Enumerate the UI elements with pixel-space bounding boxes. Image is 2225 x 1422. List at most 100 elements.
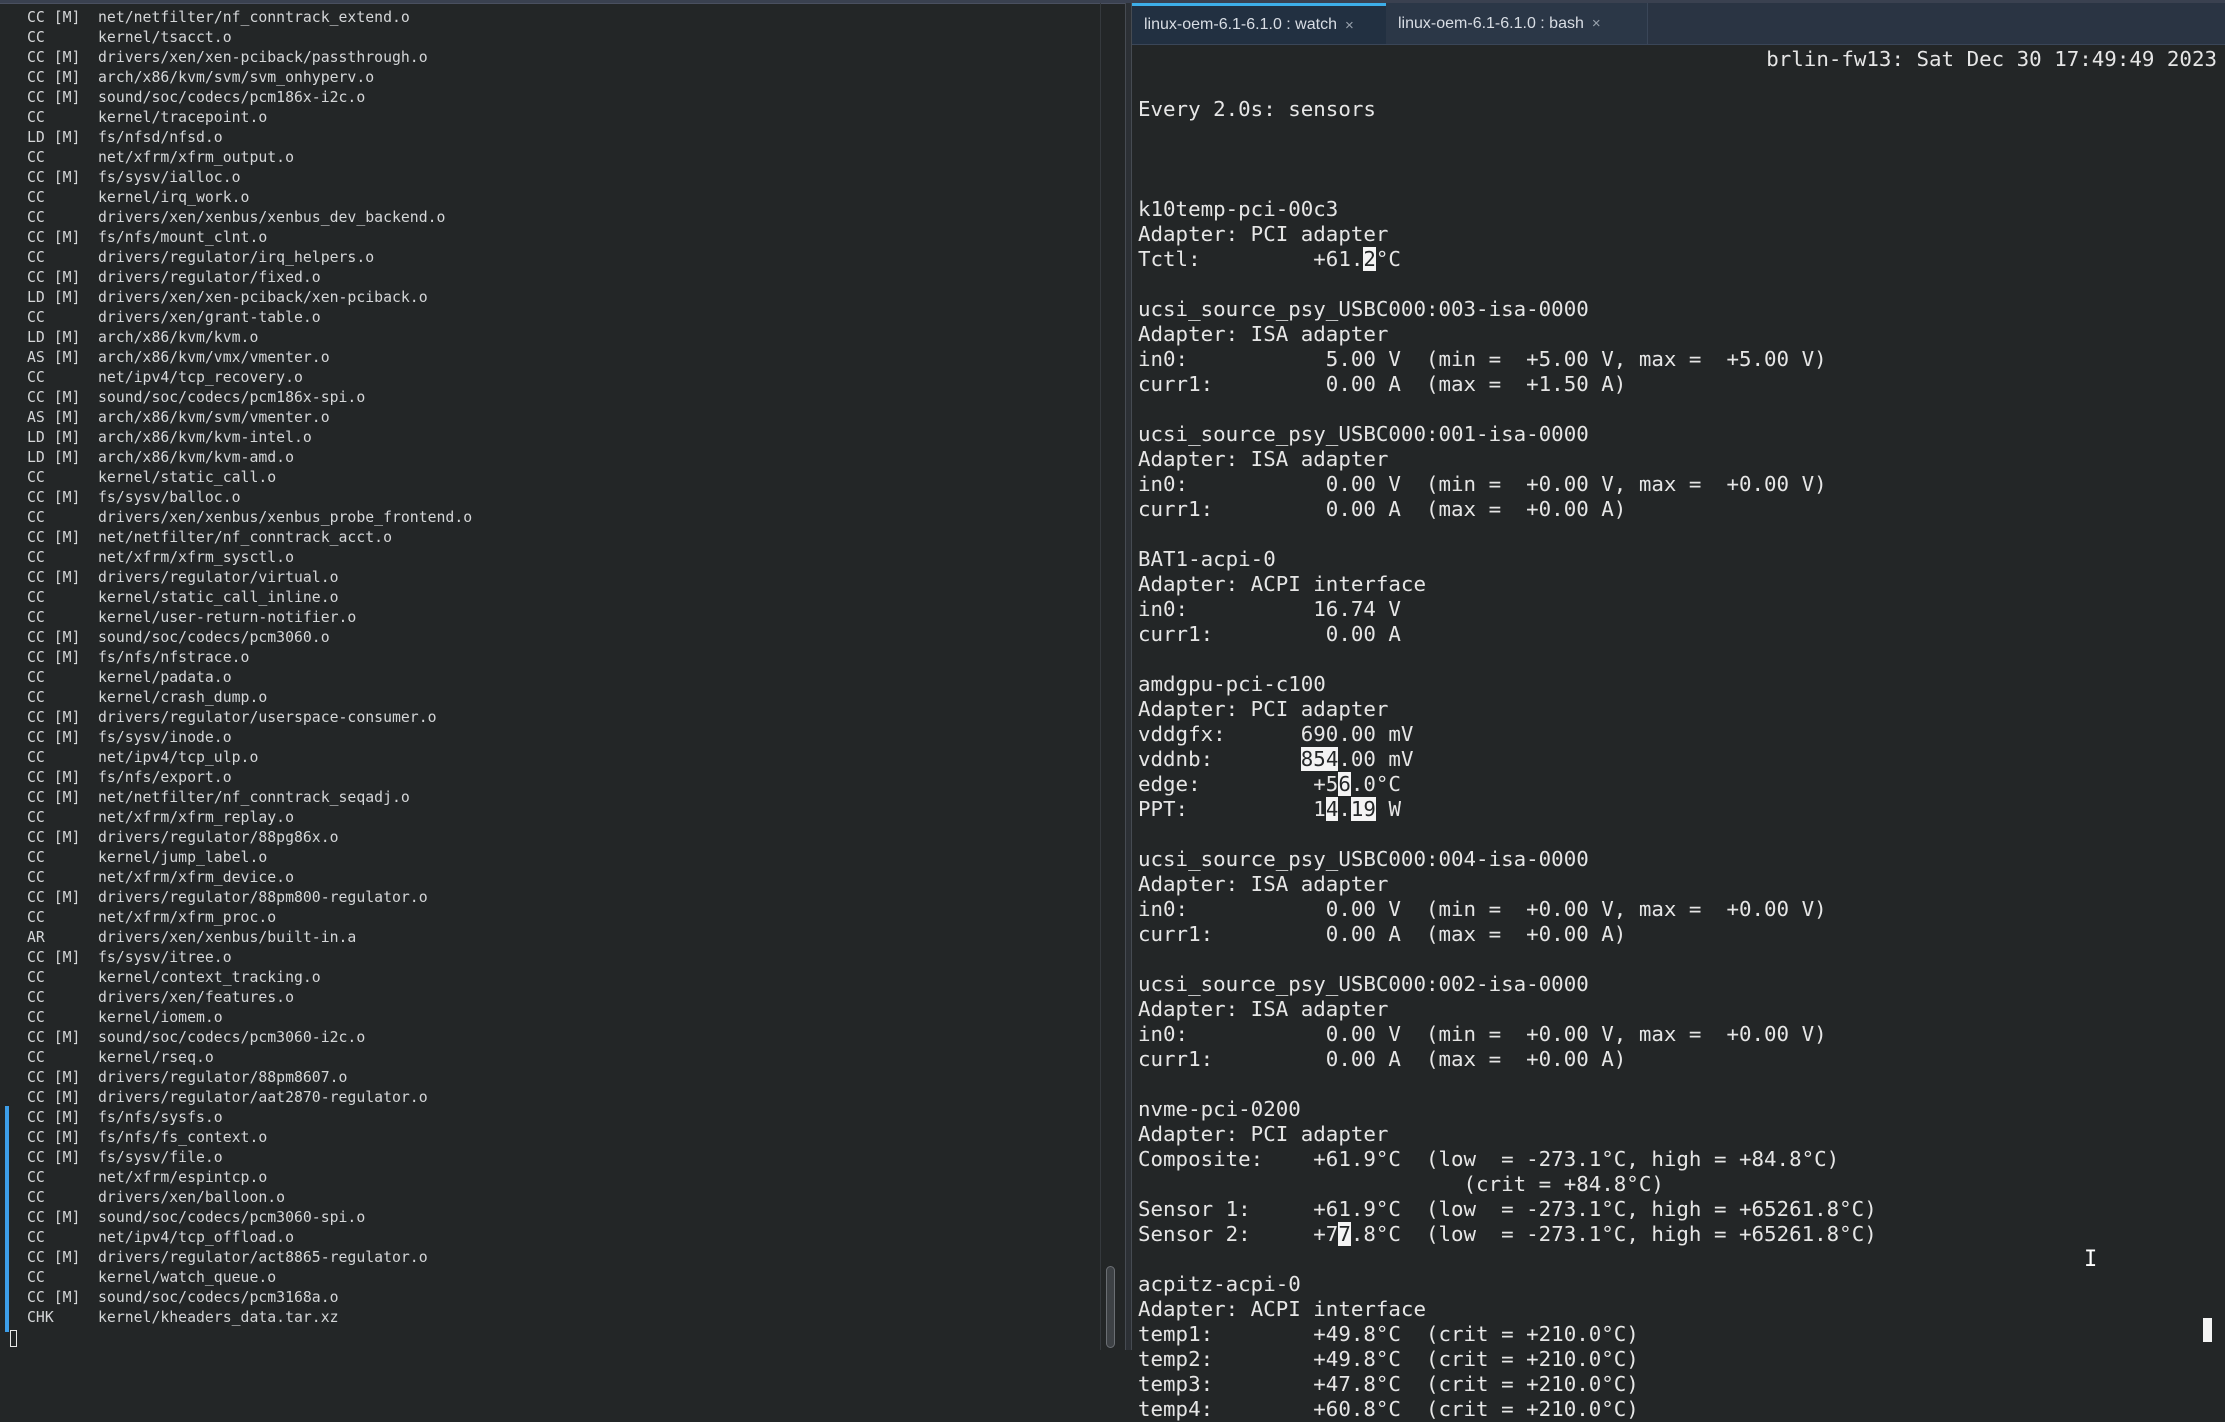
build-path: drivers/xen/xenbus/built-in.a — [98, 929, 357, 946]
build-action: CC — [27, 609, 45, 626]
build-action: CC [M] — [27, 649, 81, 666]
build-path: kernel/watch_queue.o — [98, 1269, 277, 1286]
build-line: CC [M] sound/soc/codecs/pcm186x-i2c.o — [27, 88, 472, 108]
build-action: CC — [27, 1169, 45, 1186]
sensor-line — [1138, 172, 1877, 197]
build-line: LD [M] arch/x86/kvm/kvm-amd.o — [27, 448, 472, 468]
build-action: CC — [27, 509, 45, 526]
build-line: CC net/xfrm/xfrm_proc.o — [27, 908, 472, 928]
build-line: LD [M] arch/x86/kvm/kvm-intel.o — [27, 428, 472, 448]
sensor-line: Adapter: PCI adapter — [1138, 1122, 1877, 1147]
build-action: CC — [27, 849, 45, 866]
build-path: kernel/tracepoint.o — [98, 109, 268, 126]
build-line: CC [M] drivers/regulator/fixed.o — [27, 268, 472, 288]
sensor-text: vddgfx: 690.00 mV — [1138, 722, 1414, 746]
build-path: net/xfrm/xfrm_replay.o — [98, 809, 294, 826]
sensor-line: Adapter: PCI adapter — [1138, 697, 1877, 722]
sensor-line — [1138, 522, 1877, 547]
sensor-text: in0: 0.00 V (min = +0.00 V, max = +0.00 … — [1138, 897, 1827, 921]
close-icon[interactable]: × — [1344, 16, 1354, 34]
build-path: arch/x86/kvm/kvm.o — [98, 329, 259, 346]
build-line: CC net/xfrm/xfrm_sysctl.o — [27, 548, 472, 568]
sensor-line: curr1: 0.00 A (max = +0.00 A) — [1138, 497, 1877, 522]
build-path: sound/soc/codecs/pcm3060-spi.o — [98, 1209, 366, 1226]
build-line: CC [M] sound/soc/codecs/pcm3168a.o — [27, 1288, 472, 1308]
build-action: CC — [27, 209, 45, 226]
build-action: CC — [27, 1229, 45, 1246]
build-path: drivers/xen/xen-pciback/xen-pciback.o — [98, 289, 428, 306]
terminal-cursor — [2203, 1318, 2212, 1342]
build-path: kernel/padata.o — [98, 669, 232, 686]
build-path: net/netfilter/nf_conntrack_seqadj.o — [98, 789, 410, 806]
sensor-line: edge: +56.0°C — [1138, 772, 1877, 797]
sensor-line: Adapter: ISA adapter — [1138, 447, 1877, 472]
sensor-text: edge: +5 — [1138, 772, 1339, 796]
right-terminal-pane[interactable]: linux-oem-6.1-6.1.0 : watch × linux-oem-… — [1132, 3, 2225, 1421]
sensor-line: PPT: 14.19 W — [1138, 797, 1877, 822]
build-line: CC kernel/static_call_inline.o — [27, 588, 472, 608]
left-scrollbar[interactable] — [1100, 3, 1125, 1350]
pane-splitter[interactable] — [1125, 3, 1132, 1350]
changed-value-highlight: 4 — [1325, 797, 1339, 821]
build-line: CC kernel/context_tracking.o — [27, 968, 472, 988]
sensor-text: curr1: 0.00 A (max = +1.50 A) — [1138, 372, 1627, 396]
build-path: fs/sysv/itree.o — [98, 949, 232, 966]
sensor-text: ucsi_source_psy_USBC000:003-isa-0000 — [1138, 297, 1589, 321]
build-action: CC — [27, 309, 45, 326]
build-path: kernel/static_call.o — [98, 469, 277, 486]
left-scrollbar-thumb[interactable] — [1106, 1266, 1115, 1348]
sensor-text: temp1: +49.8°C (crit = +210.0°C) — [1138, 1322, 1639, 1346]
sensor-line: curr1: 0.00 A — [1138, 622, 1877, 647]
build-path: sound/soc/codecs/pcm186x-i2c.o — [98, 89, 366, 106]
tab-watch[interactable]: linux-oem-6.1-6.1.0 : watch × — [1132, 3, 1386, 44]
build-path: kernel/user-return-notifier.o — [98, 609, 357, 626]
build-line: CC kernel/rseq.o — [27, 1048, 472, 1068]
sensor-line: amdgpu-pci-c100 — [1138, 672, 1877, 697]
build-action: CC — [27, 1009, 45, 1026]
build-path: kernel/crash_dump.o — [98, 689, 268, 706]
build-action: LD [M] — [27, 429, 81, 446]
sensor-line: Adapter: PCI adapter — [1138, 222, 1877, 247]
sensor-text: in0: 0.00 V (min = +0.00 V, max = +0.00 … — [1138, 472, 1827, 496]
build-path: sound/soc/codecs/pcm3060.o — [98, 629, 330, 646]
build-path: fs/nfs/export.o — [98, 769, 232, 786]
watch-host-timestamp: brlin-fw13: Sat Dec 30 17:49:49 2023 — [1766, 47, 2217, 71]
build-output: CC [M] net/netfilter/nf_conntrack_extend.… — [27, 8, 472, 1328]
build-action: CC [M] — [27, 389, 81, 406]
build-path: arch/x86/kvm/vmx/vmenter.o — [98, 349, 330, 366]
build-path: net/xfrm/xfrm_output.o — [98, 149, 294, 166]
sensor-text: k10temp-pci-00c3 — [1138, 197, 1339, 221]
build-line: CC drivers/xen/balloon.o — [27, 1188, 472, 1208]
build-action: CC — [27, 469, 45, 486]
build-path: kernel/tsacct.o — [98, 29, 232, 46]
sensor-text: Composite: +61.9°C (low = -273.1°C, high… — [1138, 1147, 1840, 1171]
left-terminal-pane[interactable]: CC [M] net/netfilter/nf_conntrack_extend.… — [0, 3, 1125, 1351]
build-action: CC — [27, 989, 45, 1006]
sensor-line: ucsi_source_psy_USBC000:001-isa-0000 — [1138, 422, 1877, 447]
tab-bar: linux-oem-6.1-6.1.0 : watch × linux-oem-… — [1132, 3, 2225, 45]
build-line: CC [M] arch/x86/kvm/svm/svm_onhyperv.o — [27, 68, 472, 88]
build-line: CC [M] net/netfilter/nf_conntrack_extend.… — [27, 8, 472, 28]
close-icon[interactable]: × — [1591, 15, 1601, 32]
terminal-cursor — [10, 1330, 17, 1347]
tab-bash[interactable]: linux-oem-6.1-6.1.0 : bash × — [1386, 3, 1648, 44]
build-line: CC [M] net/netfilter/nf_conntrack_acct.o — [27, 528, 472, 548]
build-path: drivers/xen/balloon.o — [98, 1189, 286, 1206]
build-path: net/netfilter/nf_conntrack_acct.o — [98, 529, 392, 546]
sensor-line — [1138, 647, 1877, 672]
build-line: CC [M] sound/soc/codecs/pcm186x-spi.o — [27, 388, 472, 408]
sensor-text: Sensor 2: +7 — [1138, 1222, 1339, 1246]
build-action: CC — [27, 369, 45, 386]
build-path: net/xfrm/xfrm_device.o — [98, 869, 294, 886]
sensor-line: curr1: 0.00 A (max = +0.00 A) — [1138, 922, 1877, 947]
build-action: CC — [27, 1189, 45, 1206]
sensor-text: Adapter: PCI adapter — [1138, 697, 1389, 721]
build-line: CC [M] drivers/regulator/88pg86x.o — [27, 828, 472, 848]
build-action: CC — [27, 669, 45, 686]
build-action: CC [M] — [27, 1149, 81, 1166]
sensor-line: Adapter: ISA adapter — [1138, 997, 1877, 1022]
build-line: CC [M] drivers/regulator/88pm8607.o — [27, 1068, 472, 1088]
sensor-text: .0°C — [1350, 772, 1401, 796]
build-path: arch/x86/kvm/kvm-intel.o — [98, 429, 312, 446]
build-line: LD [M] arch/x86/kvm/kvm.o — [27, 328, 472, 348]
